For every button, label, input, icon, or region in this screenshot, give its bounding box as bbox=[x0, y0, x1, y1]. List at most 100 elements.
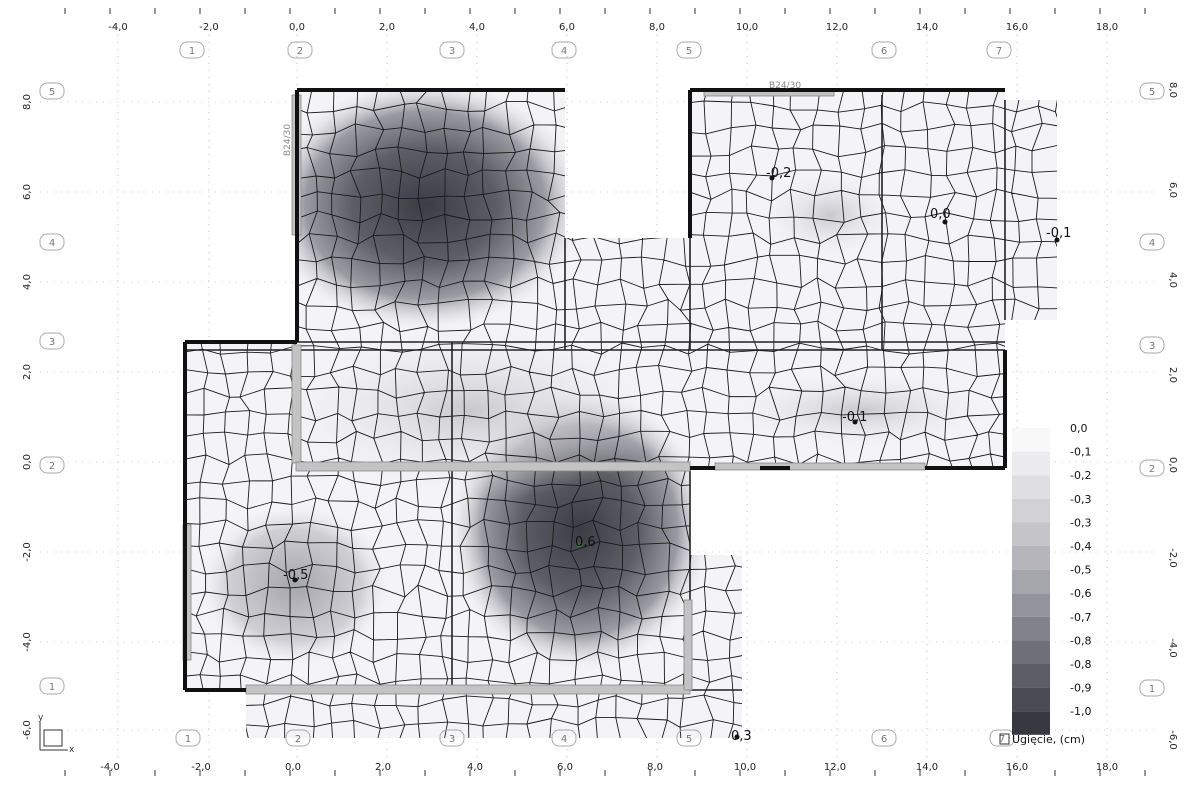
axis-bubbles-bottom bbox=[175, 729, 1015, 747]
y-tick: -6,0 bbox=[22, 720, 33, 740]
axis-bubble: 3 bbox=[49, 337, 55, 348]
y-tick: 4,0 bbox=[1167, 272, 1178, 288]
y-tick: 0,0 bbox=[1167, 457, 1178, 473]
legend-swatch bbox=[1012, 711, 1050, 735]
y-tick: -6,0 bbox=[1167, 730, 1178, 750]
legend-value: -0,1 bbox=[1070, 446, 1091, 459]
axis-bubbles-top bbox=[179, 41, 1012, 59]
legend-value: -0,7 bbox=[1070, 611, 1091, 624]
axis-bubble: 5 bbox=[686, 46, 692, 57]
x-tick: 6,0 bbox=[559, 22, 575, 33]
value-label: -0,2 bbox=[766, 166, 791, 181]
beam-labels: B24/30 B24/30 bbox=[283, 81, 801, 156]
x-tick: 2,0 bbox=[375, 762, 391, 773]
x-tick: 10,0 bbox=[736, 22, 758, 33]
axis-bubble: 2 bbox=[295, 734, 301, 745]
legend-value: -0,3 bbox=[1070, 493, 1091, 506]
y-axis-left: 8,0 6,0 4,0 2,0 0,0 -2,0 -4,0 -6,0 bbox=[22, 94, 33, 740]
y-tick: 4,0 bbox=[22, 274, 33, 290]
coordinate-system-icon: y x bbox=[38, 713, 75, 755]
x-tick: 12,0 bbox=[826, 22, 848, 33]
axis-x-letter: x bbox=[69, 745, 75, 755]
legend-swatch bbox=[1012, 498, 1050, 523]
legend-swatch bbox=[1012, 687, 1050, 712]
legend-title: Ugięcie, (cm) bbox=[1012, 733, 1085, 746]
axis-bubble: 4 bbox=[49, 238, 55, 249]
legend-swatch bbox=[1012, 569, 1050, 594]
axis-bubble: 2 bbox=[49, 461, 55, 472]
legend-title-group: Ugięcie, (cm) bbox=[999, 733, 1085, 746]
y-tick: -4,0 bbox=[22, 632, 33, 652]
legend-swatch bbox=[1012, 475, 1050, 499]
deflection-legend: 0,0 -0,1 -0,2 -0,3 -0,3 -0,4 -0,5 -0,6 -0,7 -0,8 -… bbox=[1012, 422, 1091, 735]
legend-swatch bbox=[1012, 616, 1050, 641]
x-tick: 8,0 bbox=[649, 22, 665, 33]
x-tick: -4,0 bbox=[108, 22, 128, 33]
x-tick: 18,0 bbox=[1096, 762, 1118, 773]
x-tick: 14,0 bbox=[916, 22, 938, 33]
axis-bubble: 6 bbox=[881, 46, 887, 57]
axis-y-letter: y bbox=[38, 713, 44, 723]
x-tick: -4,0 bbox=[100, 762, 120, 773]
axis-bubble: 2 bbox=[1149, 464, 1155, 475]
legend-swatch bbox=[1012, 640, 1050, 664]
deflection-shading bbox=[200, 90, 1000, 670]
value-label: 0,0 bbox=[930, 207, 951, 222]
axis-bubble: 4 bbox=[561, 46, 567, 57]
x-axis-top: -4,0 -2,0 0,0 2,0 4,0 6,0 8,0 10,0 12,0 … bbox=[108, 22, 1118, 33]
y-tick: 6,0 bbox=[1167, 182, 1178, 198]
legend-value: -0,4 bbox=[1070, 540, 1091, 553]
axis-bubble: 3 bbox=[1149, 341, 1155, 352]
axis-bubble-labels-side: 5 4 3 2 1 5 4 3 2 1 bbox=[49, 87, 1155, 695]
x-tick: 0,0 bbox=[289, 22, 305, 33]
axis-bubble: 2 bbox=[297, 46, 303, 57]
y-tick: -2,0 bbox=[1167, 548, 1178, 568]
x-tick: 12,0 bbox=[824, 762, 846, 773]
x-tick: 18,0 bbox=[1096, 22, 1118, 33]
y-tick: -2,0 bbox=[22, 542, 33, 562]
legend-swatch bbox=[1012, 664, 1050, 688]
y-tick: 2,0 bbox=[22, 364, 33, 380]
axis-bubble: 5 bbox=[686, 734, 692, 745]
x-tick: 4,0 bbox=[469, 22, 485, 33]
axis-bubble: 5 bbox=[49, 87, 55, 98]
axis-bubble: 5 bbox=[1149, 87, 1155, 98]
axis-bubble: 3 bbox=[449, 46, 455, 57]
y-tick: 6,0 bbox=[22, 184, 33, 200]
legend-swatch bbox=[1012, 593, 1050, 617]
beam-label-left: B24/30 bbox=[283, 124, 293, 156]
legend-swatch bbox=[1012, 522, 1050, 546]
x-tick: 8,0 bbox=[647, 762, 663, 773]
value-label: -0,1 bbox=[1046, 226, 1071, 241]
x-tick: 16,0 bbox=[1006, 762, 1028, 773]
axis-bubbles-side bbox=[39, 82, 1165, 697]
y-tick: 8,0 bbox=[22, 94, 33, 110]
legend-value: -1,0 bbox=[1070, 705, 1091, 718]
x-tick: 14,0 bbox=[916, 762, 938, 773]
x-tick: 4,0 bbox=[467, 762, 483, 773]
beam-label-top: B24/30 bbox=[769, 81, 801, 91]
x-axis-bottom: -4,0 -2,0 0,0 2,0 4,0 6,0 8,0 10,0 12,0 … bbox=[100, 762, 1118, 773]
axis-bubble: 1 bbox=[49, 682, 55, 693]
y-tick: 0,0 bbox=[22, 454, 33, 470]
deflection-labels: -0,2 0,0 -0,1 -0,1 0,6 -0,5 0,3 bbox=[283, 166, 1071, 744]
axis-bubble-labels-bottom: 1 2 3 4 5 6 7 bbox=[185, 734, 1005, 745]
axis-bubble: 1 bbox=[185, 734, 191, 745]
legend-value: -0,6 bbox=[1070, 587, 1091, 600]
x-tick: 16,0 bbox=[1006, 22, 1028, 33]
x-tick: 10,0 bbox=[734, 762, 756, 773]
value-label: 0,3 bbox=[731, 729, 752, 744]
legend-value: -0,8 bbox=[1070, 634, 1091, 647]
axis-bubble: 6 bbox=[881, 734, 887, 745]
x-tick: 6,0 bbox=[557, 762, 573, 773]
legend-value: -0,3 bbox=[1070, 516, 1091, 529]
value-label: 0,6 bbox=[575, 535, 596, 550]
wall-supports bbox=[183, 88, 1007, 692]
legend-swatch bbox=[1012, 546, 1050, 570]
legend-value: -0,8 bbox=[1070, 658, 1091, 671]
x-tick: 0,0 bbox=[285, 762, 301, 773]
y-tick: 8,0 bbox=[1167, 82, 1178, 98]
y-axis-right: 8,0 6,0 4,0 2,0 0,0 -2,0 -4,0 -6,0 bbox=[1167, 82, 1178, 750]
legend-swatch bbox=[1012, 428, 1050, 452]
